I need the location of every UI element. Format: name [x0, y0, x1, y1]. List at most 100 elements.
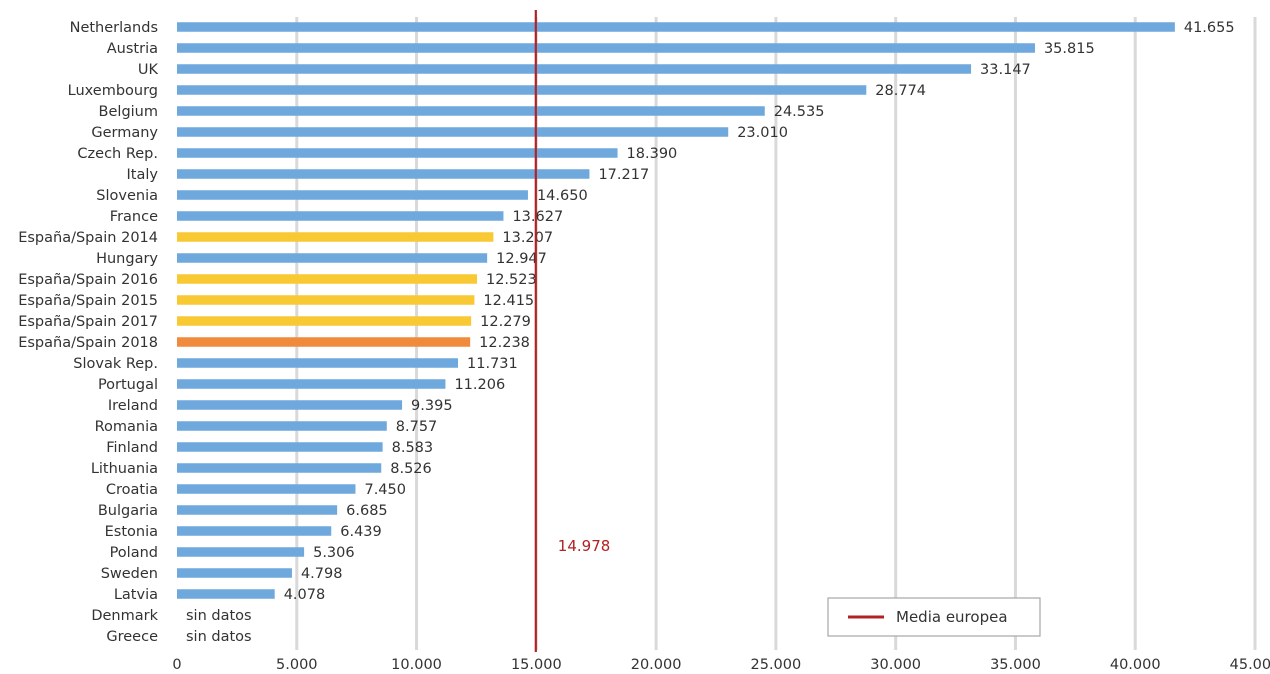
- data-label: 8.757: [396, 419, 438, 435]
- x-tick-label: 15.000: [511, 657, 562, 673]
- category-label: Sweden: [101, 566, 158, 582]
- legend: Media europea: [827, 597, 1041, 637]
- bar: [177, 400, 403, 410]
- bar: [177, 232, 494, 242]
- x-tick-label: 45.000: [1230, 657, 1270, 673]
- x-tick-label: 25.000: [751, 657, 802, 673]
- category-label: España/Spain 2017: [18, 314, 158, 330]
- bar: [177, 190, 528, 200]
- category-label: Netherlands: [70, 20, 158, 36]
- data-label: 12.238: [479, 335, 530, 351]
- category-label: España/Spain 2016: [18, 272, 158, 288]
- category-label: Italy: [127, 167, 159, 183]
- bar: [177, 358, 459, 368]
- x-tick-label: 20.000: [631, 657, 682, 673]
- x-tick-label: 0: [172, 657, 181, 673]
- bar: [177, 379, 446, 389]
- category-label: Latvia: [114, 587, 158, 603]
- category-label: Romania: [95, 419, 158, 435]
- x-tick-label: 10.000: [391, 657, 442, 673]
- category-label: España/Spain 2014: [18, 230, 158, 246]
- category-label: España/Spain 2018: [18, 335, 158, 351]
- data-label: 8.583: [392, 440, 434, 456]
- category-label: Belgium: [99, 104, 158, 120]
- category-label: France: [110, 209, 158, 225]
- mean-value-label: 14.978: [558, 537, 611, 555]
- data-label: 4.078: [284, 587, 326, 603]
- bar: [177, 421, 387, 431]
- bar: [177, 295, 475, 305]
- data-label: sin datos: [186, 629, 252, 645]
- data-label: 13.627: [512, 209, 563, 225]
- bar: [177, 547, 305, 557]
- category-label: Denmark: [91, 608, 158, 624]
- data-label: 18.390: [627, 146, 678, 162]
- bar: [177, 316, 472, 326]
- reference-line-group: 14.978: [534, 10, 611, 652]
- category-label: Bulgaria: [98, 503, 158, 519]
- x-axis-tick-labels: 0 5.000 10.000 15.000 20.000 25.000 30.000 35.0…: [172, 657, 1270, 673]
- bar: [177, 484, 356, 494]
- data-label: 12.415: [483, 293, 534, 309]
- category-label: Poland: [110, 545, 158, 561]
- data-label: 41.655: [1184, 20, 1235, 36]
- bar: [177, 442, 383, 452]
- bar: [177, 505, 338, 515]
- data-label: sin datos: [186, 608, 252, 624]
- category-label: Portugal: [98, 377, 158, 393]
- data-label: 17.217: [598, 167, 649, 183]
- data-label: 11.731: [467, 356, 518, 372]
- data-label: 8.526: [390, 461, 432, 477]
- bar: [177, 337, 471, 347]
- data-label: 35.815: [1044, 41, 1095, 57]
- bar: [177, 43, 1035, 53]
- x-tick-label: 35.000: [990, 657, 1041, 673]
- category-label: Greece: [106, 629, 158, 645]
- category-label: Finland: [106, 440, 158, 456]
- data-label: 33.147: [980, 62, 1031, 78]
- category-label: España/Spain 2015: [18, 293, 158, 309]
- data-label: 9.395: [411, 398, 453, 414]
- category-label: Luxembourg: [68, 83, 158, 99]
- data-label: 7.450: [364, 482, 406, 498]
- category-label: Slovenia: [96, 188, 158, 204]
- category-label: UK: [138, 62, 159, 78]
- bar: [177, 22, 1175, 32]
- data-label: 11.206: [454, 377, 505, 393]
- legend-label-mean: Media europea: [896, 608, 1008, 626]
- data-label: 12.279: [480, 314, 531, 330]
- category-label: Croatia: [106, 482, 158, 498]
- data-label: 23.010: [737, 125, 788, 141]
- data-label: 12.947: [496, 251, 547, 267]
- bar: [177, 253, 488, 263]
- bars: [177, 22, 1175, 599]
- data-label: 24.535: [774, 104, 825, 120]
- x-tick-label: 30.000: [870, 657, 921, 673]
- category-label: Austria: [107, 41, 158, 57]
- bar: [177, 148, 618, 158]
- bar: [177, 211, 504, 221]
- bar: [177, 274, 477, 284]
- bar: [177, 169, 590, 179]
- bar: [177, 526, 332, 536]
- category-label: Ireland: [108, 398, 158, 414]
- bar: [177, 106, 765, 116]
- bar: [177, 568, 292, 578]
- data-label: 13.207: [502, 230, 553, 246]
- category-label: Czech Rep.: [77, 146, 158, 162]
- legend-box: [827, 597, 1041, 637]
- bar: [177, 64, 972, 74]
- data-label: 5.306: [313, 545, 355, 561]
- value-labels: 41.655 35.815 33.147 28.774 24.535 23.010 18.3…: [186, 20, 1235, 645]
- bar: [177, 463, 382, 473]
- data-label: 6.439: [340, 524, 382, 540]
- data-label: 4.798: [301, 566, 343, 582]
- category-label: Lithuania: [91, 461, 158, 477]
- bar: [177, 85, 867, 95]
- category-labels: Netherlands Austria UK Luxembourg Belgium Ger…: [18, 20, 158, 645]
- data-label: 12.523: [486, 272, 537, 288]
- data-label: 14.650: [537, 188, 588, 204]
- data-label: 28.774: [875, 83, 926, 99]
- category-label: Hungary: [96, 251, 158, 267]
